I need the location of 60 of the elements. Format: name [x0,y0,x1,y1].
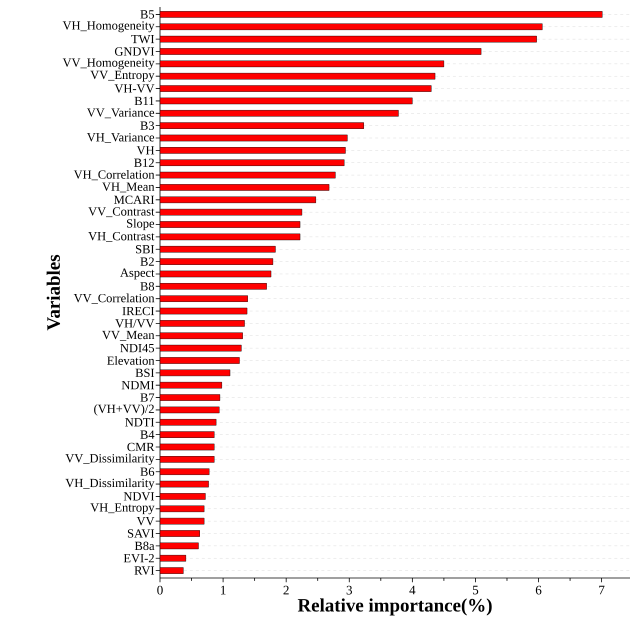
y-tick-label: NDTI [125,418,154,426]
y-tick-label: VV_Mean [102,330,154,341]
y-tick-label: Elevation [107,356,154,365]
y-tick-label: VH/VV [115,319,154,328]
y-tick-label: VH_Correlation [74,170,154,180]
y-tick-label: NDI45 [120,344,154,352]
y-tick-label: B6 [140,468,154,476]
x-tick-label: 7 [599,586,604,594]
y-tick-label: VV [136,516,154,526]
y-tick-label: TWI [131,34,154,44]
y-tick-label: VV_Contrast [88,207,154,218]
y-tick-label: B2 [140,257,154,266]
y-tick-label: VH [136,146,154,155]
y-tick-label: NDVI [124,492,154,501]
y-tick-label: EVI-2 [124,554,154,562]
y-tick-label: VH_Mean [102,182,154,192]
y-tick-label: RVI [134,566,154,575]
y-tick-label: VV_Variance [86,108,154,118]
x-tick-label: 5 [472,586,478,594]
y-tick-label: BSI [136,368,154,378]
bar [160,530,200,537]
y-tick-label: (VH+VV)/2 [94,404,154,416]
y-tick-label: B8 [140,282,154,291]
y-tick-label: NDMI [122,381,154,390]
y-tick-label: B11 [134,96,154,106]
x-tick-label: 6 [536,586,542,594]
bar [160,48,482,55]
x-tick-label: 3 [346,586,352,594]
y-tick-label: CMR [127,442,155,452]
bar [160,444,214,450]
y-tick-label: IRECI [122,306,154,316]
y-tick-label: MCARI [114,196,154,204]
y-tick-label: VH_Entropy [90,503,154,514]
y-axis-title: Variables [46,254,60,330]
bar [160,134,348,142]
x-axis-title: Relative importance(%) [298,598,492,616]
y-tick-label: VH_Contrast [88,232,154,242]
y-tick-label: VH_Homogeneity [62,21,154,32]
y-tick-label: B12 [134,158,154,167]
y-tick-label: VV_Homogeneity [62,58,154,70]
y-tick-label: B5 [140,10,154,19]
y-tick-label: SBI [136,245,154,254]
y-tick-label: Aspect [120,268,154,280]
y-tick-label: VV_Dissimilarity [65,454,155,466]
y-tick-label: Slope [127,218,154,230]
y-tick-label: B8a [134,542,154,550]
y-tick-label: VH_Variance [86,133,154,143]
y-tick-label: VV_Correlation [74,294,154,304]
y-tick-label: VH_Dissimilarity [65,478,155,490]
x-tick-label: 0 [157,586,163,595]
x-tick-label: 4 [409,586,416,594]
y-tick-label: GNDVI [114,47,154,56]
x-tick-label: 1 [220,586,226,594]
y-tick-label: B7 [140,393,154,402]
y-tick-label: SAVI [128,529,154,538]
y-tick-label: VH-VV [114,84,154,93]
y-tick-label: VV_Entropy [90,70,154,82]
y-tick-label: B3 [140,121,154,130]
y-tick-label: B4 [140,430,154,439]
x-tick-label: 2 [284,586,289,594]
